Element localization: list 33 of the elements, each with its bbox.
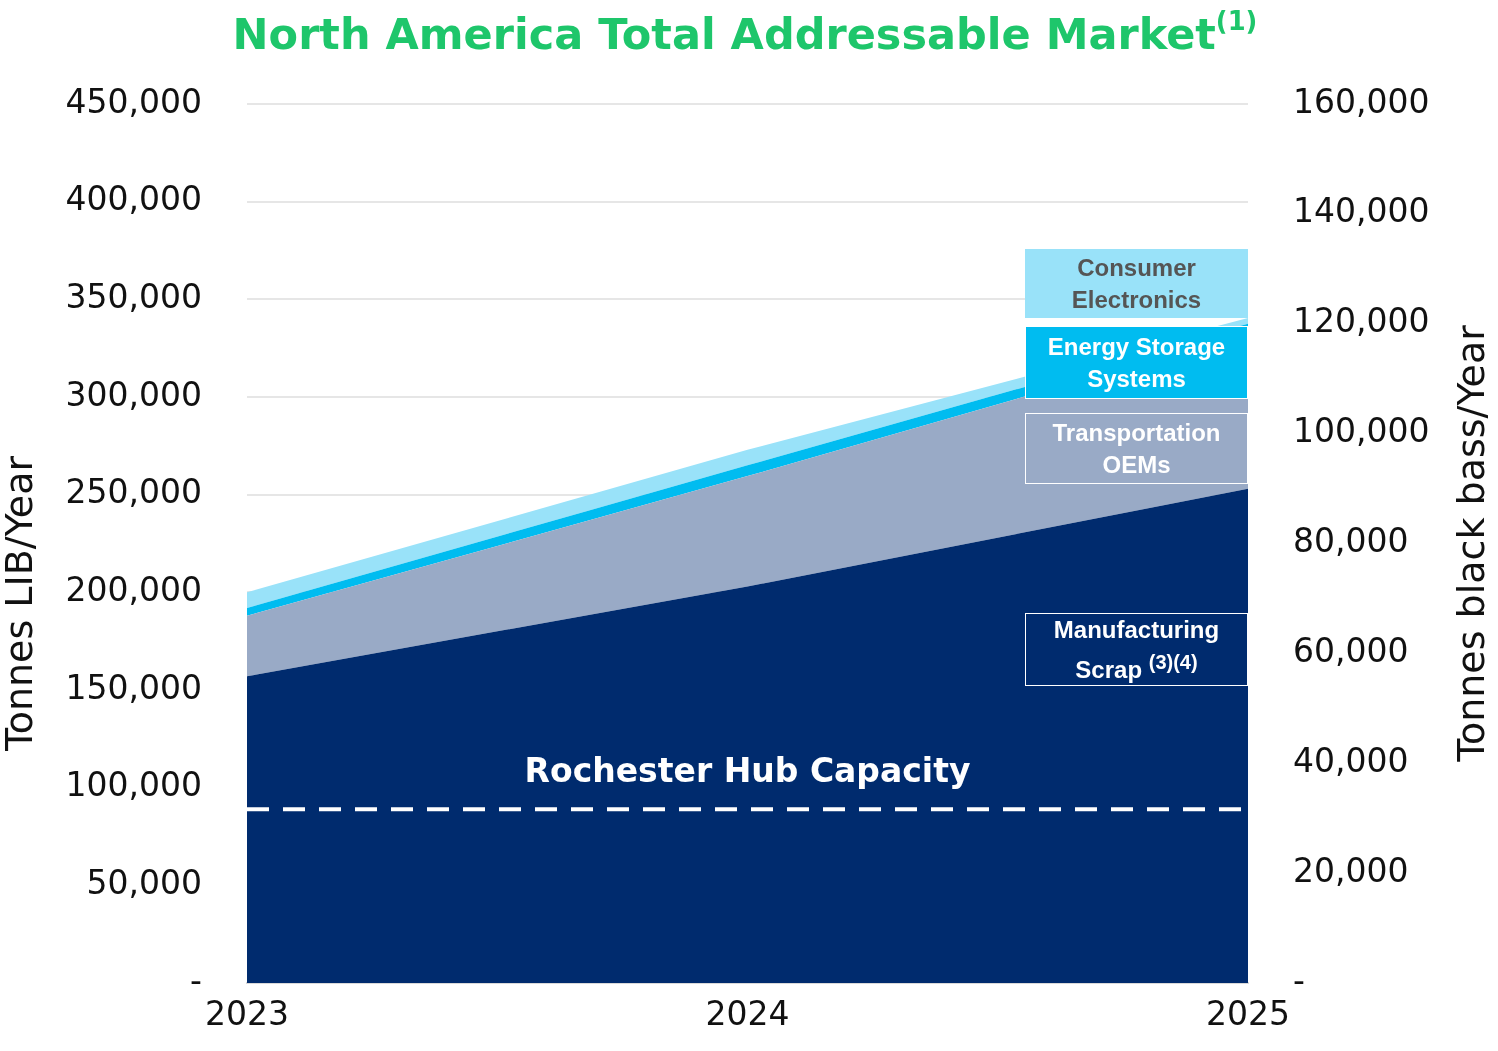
y2-tick-label: 80,000: [1293, 521, 1409, 561]
y2-tick-label: 140,000: [1293, 191, 1430, 231]
x-tick-label: 2024: [705, 994, 790, 1034]
y-tick-label: 50,000: [86, 862, 202, 902]
x-tick-label: 2023: [205, 994, 289, 1034]
y-tick-label: 150,000: [65, 667, 202, 707]
y-tick-label: 450,000: [65, 81, 202, 121]
y2-axis-title: Tonnes black bass/Year: [1448, 324, 1493, 763]
y-tick-label: 200,000: [65, 569, 202, 609]
y2-tick-label: 60,000: [1293, 630, 1409, 670]
legend-box: Consumer Electronics: [1025, 249, 1248, 318]
ref-line-label: Rochester Hub Capacity: [524, 750, 971, 790]
legend-box: Transportation OEMs: [1025, 413, 1248, 484]
y-tick-label: -: [190, 960, 202, 1000]
y2-tick-label: 100,000: [1293, 411, 1430, 451]
y-tick-label: 400,000: [65, 179, 202, 219]
y-tick-label: 100,000: [65, 765, 202, 805]
y-tick-label: 300,000: [65, 374, 202, 414]
series-label: Consumer Electronics: [1070, 252, 1203, 315]
x-tick-label: 2025: [1206, 994, 1290, 1034]
y2-tick-label: 160,000: [1293, 81, 1430, 121]
y-tick-label: 250,000: [65, 472, 202, 512]
y2-tick-label: 20,000: [1293, 850, 1409, 890]
y-axis-title: Tonnes LIB/Year: [0, 455, 41, 753]
series-label: Energy Storage Systems: [1046, 331, 1227, 394]
legend-box: Manufacturing Scrap $^{(3)(4)}$: [1025, 613, 1248, 686]
series-label: Transportation OEMs: [1051, 417, 1222, 480]
legend-box: Energy Storage Systems: [1025, 326, 1248, 399]
y2-tick-label: -: [1293, 960, 1305, 1000]
y-tick-label: 350,000: [65, 276, 202, 316]
series-label: Manufacturing Scrap $^{(3)(4)}$: [1052, 614, 1221, 685]
y2-tick-label: 40,000: [1293, 740, 1409, 780]
y2-tick-label: 120,000: [1293, 301, 1430, 341]
